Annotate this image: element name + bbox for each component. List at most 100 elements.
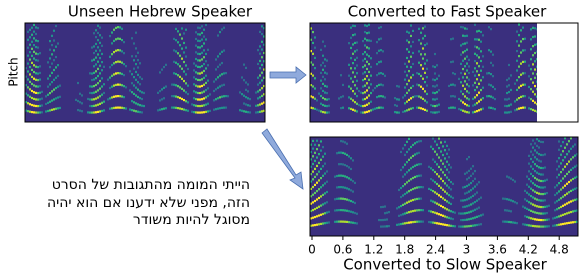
harmonic [135,71,137,73]
harmonic [464,225,466,227]
harmonic [243,95,245,97]
harmonic [159,90,161,92]
harmonic [436,144,438,146]
harmonic [249,98,251,100]
harmonic [404,71,406,73]
harmonic [368,39,370,41]
harmonic [536,192,538,194]
harmonic [33,98,35,100]
harmonic [362,66,364,68]
harmonic [402,223,404,225]
harmonic [119,26,121,28]
harmonic [51,100,53,102]
harmonic [213,109,215,111]
harmonic [470,211,472,213]
harmonic [452,61,454,63]
harmonic [468,204,470,206]
harmonic [466,83,468,85]
harmonic [542,199,544,201]
harmonic [566,193,568,195]
harmonic [45,95,47,97]
harmonic [438,223,440,225]
harmonic [57,42,59,44]
harmonic [532,168,534,170]
harmonic [480,70,482,72]
harmonic [314,192,316,194]
harmonic [412,210,414,212]
harmonic [558,140,560,142]
harmonic [199,53,201,55]
harmonic [460,199,462,201]
harmonic [348,177,350,179]
harmonic [141,91,143,93]
harmonic [420,175,422,177]
harmonic [37,111,39,113]
harmonic [430,111,432,113]
harmonic [478,74,480,76]
harmonic [320,49,322,51]
harmonic [528,86,530,88]
harmonic [462,186,464,188]
harmonic [462,26,464,28]
harmonic [460,72,462,74]
harmonic [404,222,406,224]
harmonic [55,25,57,27]
harmonic [219,107,221,109]
harmonic [320,177,322,179]
harmonic [414,198,416,200]
harmonic [448,217,450,219]
harmonic [318,153,320,155]
harmonic [225,107,227,109]
harmonic [199,46,201,48]
harmonic [318,109,320,111]
harmonic [492,64,494,66]
harmonic [123,107,125,109]
harmonic [27,47,29,49]
harmonic [338,152,340,154]
harmonic [354,42,356,44]
harmonic [560,162,562,164]
harmonic [536,88,538,90]
harmonic [261,41,263,43]
harmonic [450,95,452,97]
harmonic [352,109,354,111]
harmonic [175,84,177,86]
harmonic [261,95,263,97]
harmonic [95,84,97,86]
harmonic [193,69,195,71]
harmonic [350,27,352,29]
harmonic [97,104,99,106]
harmonic [103,83,105,85]
harmonic [528,224,530,226]
harmonic [412,63,414,65]
harmonic [528,107,530,109]
harmonic [520,40,522,42]
harmonic [416,141,418,143]
harmonic [560,223,562,225]
harmonic [362,105,364,107]
harmonic [135,79,137,81]
harmonic [97,89,99,91]
harmonic [328,98,330,100]
harmonic [420,42,422,44]
harmonic [534,110,536,112]
harmonic [494,88,496,90]
harmonic [442,223,444,225]
harmonic [314,36,316,38]
harmonic [532,54,534,56]
harmonic [131,82,133,84]
harmonic [215,108,217,110]
harmonic [480,223,482,225]
harmonic [320,195,322,197]
harmonic [101,61,103,63]
harmonic [458,108,460,110]
harmonic [79,101,81,103]
harmonic [428,221,430,223]
harmonic [201,111,203,113]
harmonic [432,98,434,100]
harmonic [510,221,512,223]
harmonic [462,212,464,214]
harmonic [109,56,111,58]
harmonic [314,67,316,69]
harmonic [342,163,344,165]
